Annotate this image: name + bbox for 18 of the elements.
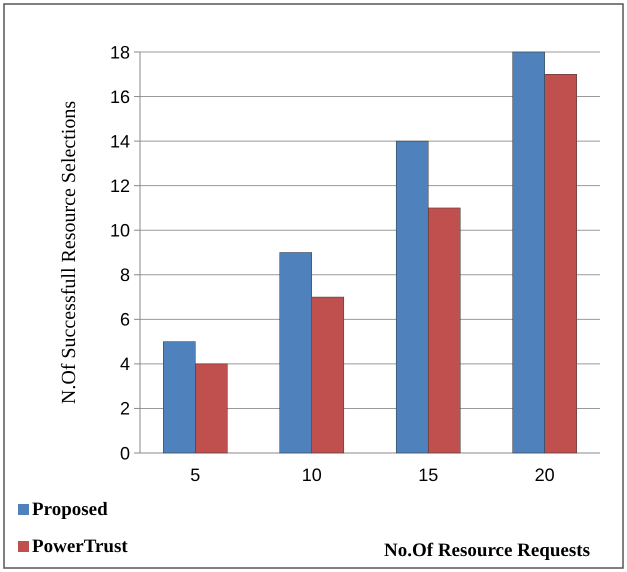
y-tick-label: 0 [120, 443, 130, 464]
y-tick-label: 4 [120, 354, 130, 374]
y-axis-title: N.Of Successfull Resource Selections [58, 100, 80, 404]
legend-label: PowerTrust [32, 536, 128, 557]
y-tick-label: 8 [120, 265, 130, 286]
y-tick-label: 2 [120, 398, 130, 419]
x-axis-title: No.Of Resource Requests [384, 540, 590, 561]
y-tick-label: 16 [110, 86, 130, 107]
legend-label: Proposed [32, 499, 108, 520]
y-tick-label: 18 [110, 42, 130, 62]
x-tick-label: 5 [190, 465, 200, 485]
y-tick-label: 10 [110, 220, 130, 241]
y-tick-label: 14 [110, 131, 130, 152]
x-tick-label: 10 [302, 465, 322, 485]
x-tick-label: 20 [534, 465, 555, 485]
y-tick-label: 6 [120, 310, 130, 330]
x-tick-label: 15 [418, 465, 438, 485]
y-tick-label: 12 [110, 176, 130, 196]
